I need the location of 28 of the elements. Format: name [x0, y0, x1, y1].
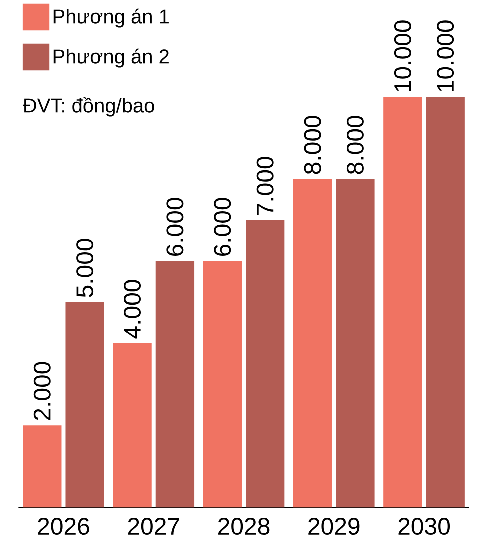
bar	[293, 179, 332, 508]
bar	[426, 97, 465, 508]
legend-label: Phương án 1	[54, 8, 169, 28]
bar	[203, 262, 242, 508]
x-tick-label: 2028	[218, 518, 270, 536]
data-label: 4.000	[124, 280, 142, 339]
bar	[23, 426, 62, 508]
bar	[336, 179, 375, 508]
annotation: ĐVT: đồng/bao	[23, 97, 154, 117]
data-label: 6.000	[166, 198, 184, 256]
bar	[384, 97, 422, 508]
bar	[113, 344, 152, 508]
data-label: 6.000	[214, 198, 232, 256]
data-label: 8.000	[346, 116, 364, 174]
x-tick-label: 2026	[38, 518, 90, 536]
data-label: 7.000	[256, 157, 274, 215]
bar	[156, 262, 195, 508]
data-label: 2.000	[34, 362, 51, 420]
data-label: 5.000	[76, 239, 94, 298]
bar	[66, 302, 104, 508]
bar	[246, 220, 285, 508]
data-label: 10.000	[394, 20, 412, 92]
x-tick-label: 2029	[308, 518, 360, 536]
data-label: 8.000	[304, 116, 322, 174]
legend-label: Phương án 2	[54, 48, 169, 68]
data-label: 10.000	[437, 20, 454, 92]
x-tick-label: 2027	[128, 518, 180, 536]
x-tick-label: 2030	[398, 518, 450, 536]
